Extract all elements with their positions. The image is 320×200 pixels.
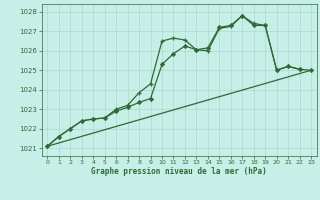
X-axis label: Graphe pression niveau de la mer (hPa): Graphe pression niveau de la mer (hPa) [91,167,267,176]
